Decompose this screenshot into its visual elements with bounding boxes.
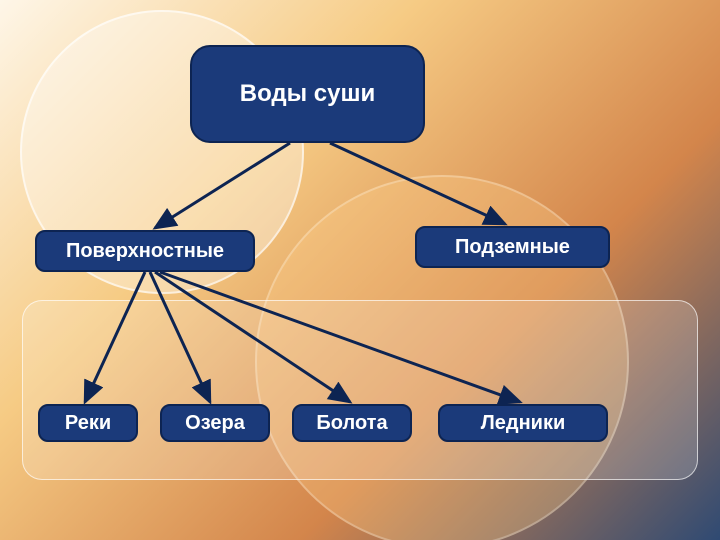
node-glaciers: Ледники — [438, 404, 608, 442]
leaf-panel — [22, 300, 698, 480]
node-swamps-label: Болота — [316, 412, 387, 435]
node-root-label: Воды суши — [240, 80, 376, 108]
node-root: Воды суши — [190, 45, 425, 143]
node-lakes-label: Озера — [185, 412, 245, 435]
node-surface-label: Поверхностные — [66, 240, 224, 263]
node-underground-label: Подземные — [455, 236, 570, 259]
node-rivers: Реки — [38, 404, 138, 442]
node-lakes: Озера — [160, 404, 270, 442]
node-swamps: Болота — [292, 404, 412, 442]
node-rivers-label: Реки — [65, 412, 111, 435]
node-underground: Подземные — [415, 226, 610, 268]
node-surface: Поверхностные — [35, 230, 255, 272]
node-glaciers-label: Ледники — [481, 412, 566, 435]
diagram-stage: Воды суши Поверхностные Подземные Реки О… — [0, 0, 720, 540]
